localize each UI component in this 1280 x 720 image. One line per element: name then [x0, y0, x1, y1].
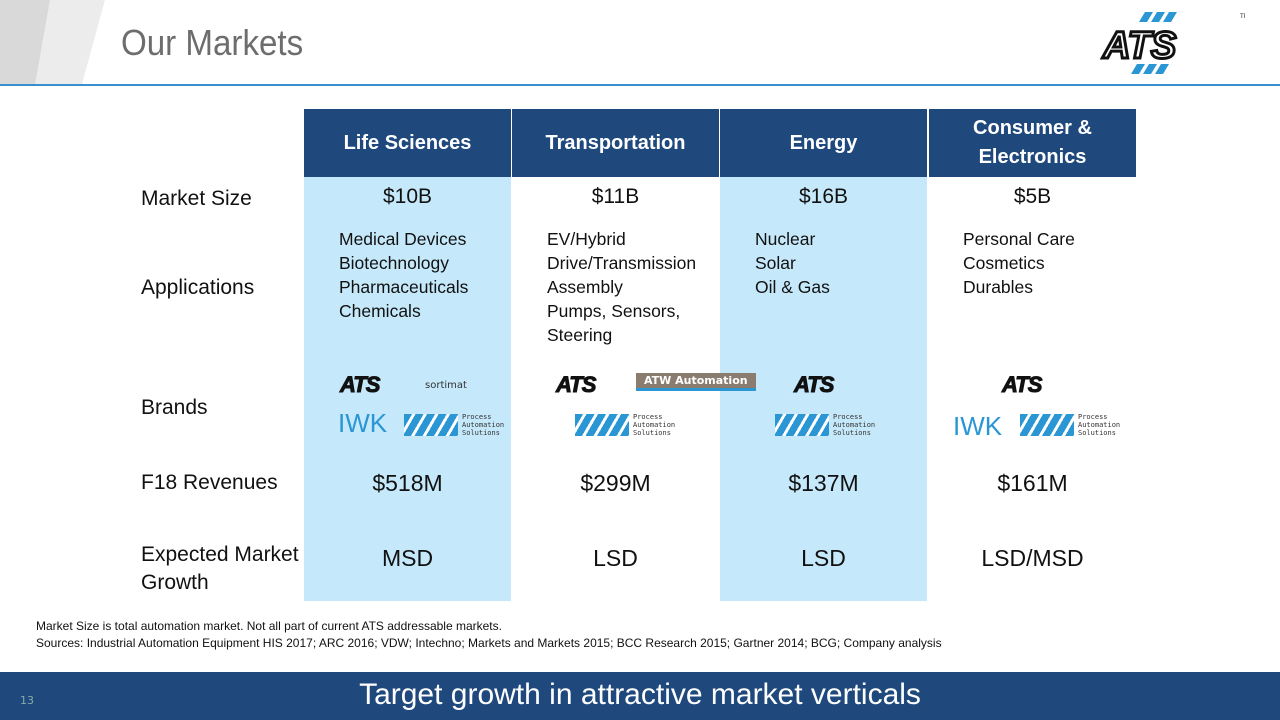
market-size: $5B: [1013, 185, 1052, 208]
applications-list: EV/Hybrid Drive/Transmission Assembly Pu…: [547, 227, 696, 347]
application: Durables: [963, 277, 1034, 297]
ats-brand-logo: ATS: [793, 372, 834, 398]
pas-logo: Process Automation Solutions: [775, 413, 875, 437]
column-header: Life Sciences: [304, 109, 511, 177]
pas-logo: Process Automation Solutions: [404, 413, 504, 437]
logo-text: ATS: [1102, 25, 1176, 67]
svg-text:TM: TM: [1239, 13, 1245, 20]
pas-logo: Process Automation Solutions: [575, 413, 675, 437]
row-label: Brands: [141, 396, 208, 419]
row-label: F18 Revenues: [141, 471, 278, 494]
application: Personal Care: [963, 229, 1075, 249]
column-bg-life-sciences: [304, 109, 511, 601]
column-header: Consumer & Electronics: [929, 109, 1136, 177]
pas-bars-icon: [575, 414, 629, 436]
application: Pharmaceuticals: [339, 277, 469, 297]
application: Solar: [755, 253, 796, 273]
pas-bars-icon: [775, 414, 829, 436]
pas-logo: Process Automation Solutions: [1020, 413, 1120, 437]
applications-list: Personal Care Cosmetics Durables: [963, 227, 1075, 299]
decorative-slant: [0, 0, 105, 84]
footer-bar: [0, 672, 1280, 720]
sources-note: Sources: Industrial Automation Equipment…: [36, 636, 942, 650]
application: Nuclear: [755, 229, 816, 249]
footnote: Market Size is total automation market. …: [36, 619, 502, 633]
row-label: Applications: [141, 276, 255, 299]
growth: LSD: [593, 545, 638, 571]
pas-bars-icon: [404, 414, 458, 436]
revenue: $137M: [788, 470, 859, 496]
application: Chemicals: [339, 301, 421, 321]
application: Drive/Transmission: [547, 253, 697, 273]
market-size: $11B: [591, 185, 640, 208]
ats-brand-logo: ATS: [1001, 372, 1042, 398]
growth: LSD/MSD: [981, 545, 1084, 571]
footer-tagline: Target growth in attractive market verti…: [359, 678, 921, 711]
growth: MSD: [381, 545, 434, 571]
applications-list: Medical Devices Biotechnology Pharmaceut…: [339, 227, 468, 323]
column-header: Energy: [720, 109, 927, 177]
revenue: $299M: [580, 470, 651, 496]
application: Medical Devices: [339, 229, 467, 249]
market-size: $16B: [798, 185, 849, 208]
ats-logo: ATS TM: [1095, 12, 1249, 76]
application: Cosmetics: [963, 253, 1045, 273]
column-header: Transportation: [512, 109, 719, 177]
pas-bars-icon: [1020, 414, 1074, 436]
ats-brand-logo: ATS: [555, 372, 596, 398]
revenue: $161M: [997, 470, 1068, 496]
ats-brand-logo: ATS: [339, 372, 380, 398]
row-label: Market Size: [141, 187, 252, 210]
iwk-logo: IWK: [338, 408, 388, 438]
revenue: $518M: [372, 470, 443, 496]
page-number: 13: [20, 694, 34, 707]
application: Steering: [547, 325, 613, 345]
header-rule: [0, 84, 1280, 86]
iwk-logo: IWK: [953, 411, 1003, 441]
application: Oil & Gas: [755, 277, 830, 297]
atw-logo: ATW Automation: [636, 373, 756, 391]
applications-list: Nuclear Solar Oil & Gas: [755, 227, 830, 299]
row-label: Expected Market Growth: [141, 543, 299, 594]
application: Pumps, Sensors,: [547, 301, 681, 321]
growth: LSD: [801, 545, 846, 571]
application: Biotechnology: [339, 253, 449, 273]
page-title: Our Markets: [121, 22, 304, 63]
market-size: $10B: [382, 185, 433, 208]
column-bg-energy: [720, 109, 927, 601]
sortimat-logo: sortimat: [425, 380, 467, 391]
application: EV/Hybrid: [547, 229, 626, 249]
application: Assembly: [547, 277, 623, 297]
